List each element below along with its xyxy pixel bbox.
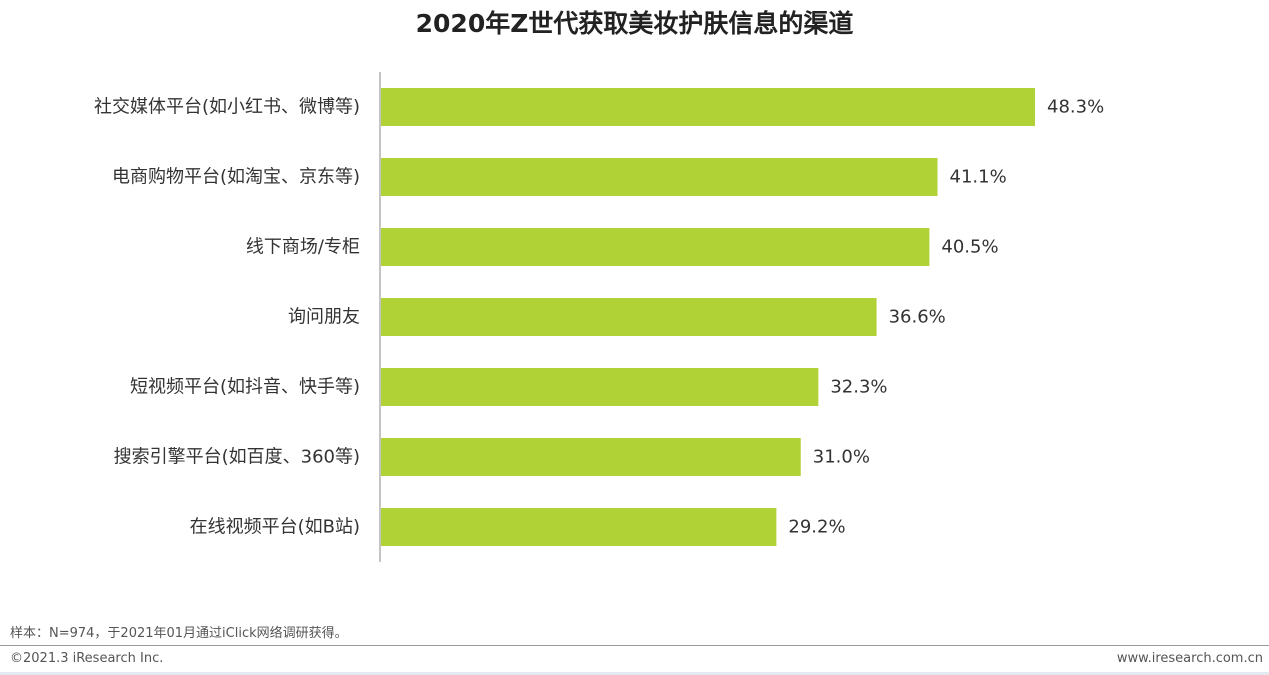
category-label: 社交媒体平台(如小红书、微博等) (94, 97, 360, 118)
value-label: 40.5% (941, 237, 998, 258)
bottom-strip (0, 672, 1269, 675)
bar (381, 158, 938, 196)
value-label: 41.1% (950, 167, 1007, 188)
website-link[interactable]: www.iresearch.com.cn (1116, 651, 1263, 666)
value-label: 29.2% (788, 517, 845, 538)
bar (381, 228, 930, 266)
category-label: 搜索引擎平台(如百度、360等) (114, 447, 360, 468)
bar-chart: 社交媒体平台(如小红书、微博等) 48.3% 电商购物平台(如淘宝、京东等) 41.1… (94, 72, 1104, 562)
value-label: 32.3% (830, 377, 887, 398)
footer-divider (0, 645, 1269, 646)
bar (381, 438, 801, 476)
category-label: 电商购物平台(如淘宝、京东等) (112, 167, 360, 188)
chart-title: 2020年Z世代获取美妆护肤信息的渠道 (415, 9, 854, 38)
bar (381, 88, 1035, 126)
category-label: 询问朋友 (288, 307, 360, 328)
category-label: 短视频平台(如抖音、快手等) (130, 377, 360, 398)
bar (381, 368, 819, 406)
category-label: 在线视频平台(如B站) (190, 517, 360, 538)
value-label: 31.0% (813, 447, 870, 468)
value-label: 48.3% (1047, 97, 1104, 118)
bar (381, 298, 877, 336)
copyright-text: ©2021.3 iResearch Inc. (10, 651, 164, 666)
bars-group: 社交媒体平台(如小红书、微博等) 48.3% 电商购物平台(如淘宝、京东等) 41.1… (94, 88, 1104, 546)
bar (381, 508, 777, 546)
category-label: 线下商场/专柜 (246, 237, 360, 258)
sample-note: 样本：N=974，于2021年01月通过iClick网络调研获得。 (10, 626, 348, 641)
value-label: 36.6% (889, 307, 946, 328)
